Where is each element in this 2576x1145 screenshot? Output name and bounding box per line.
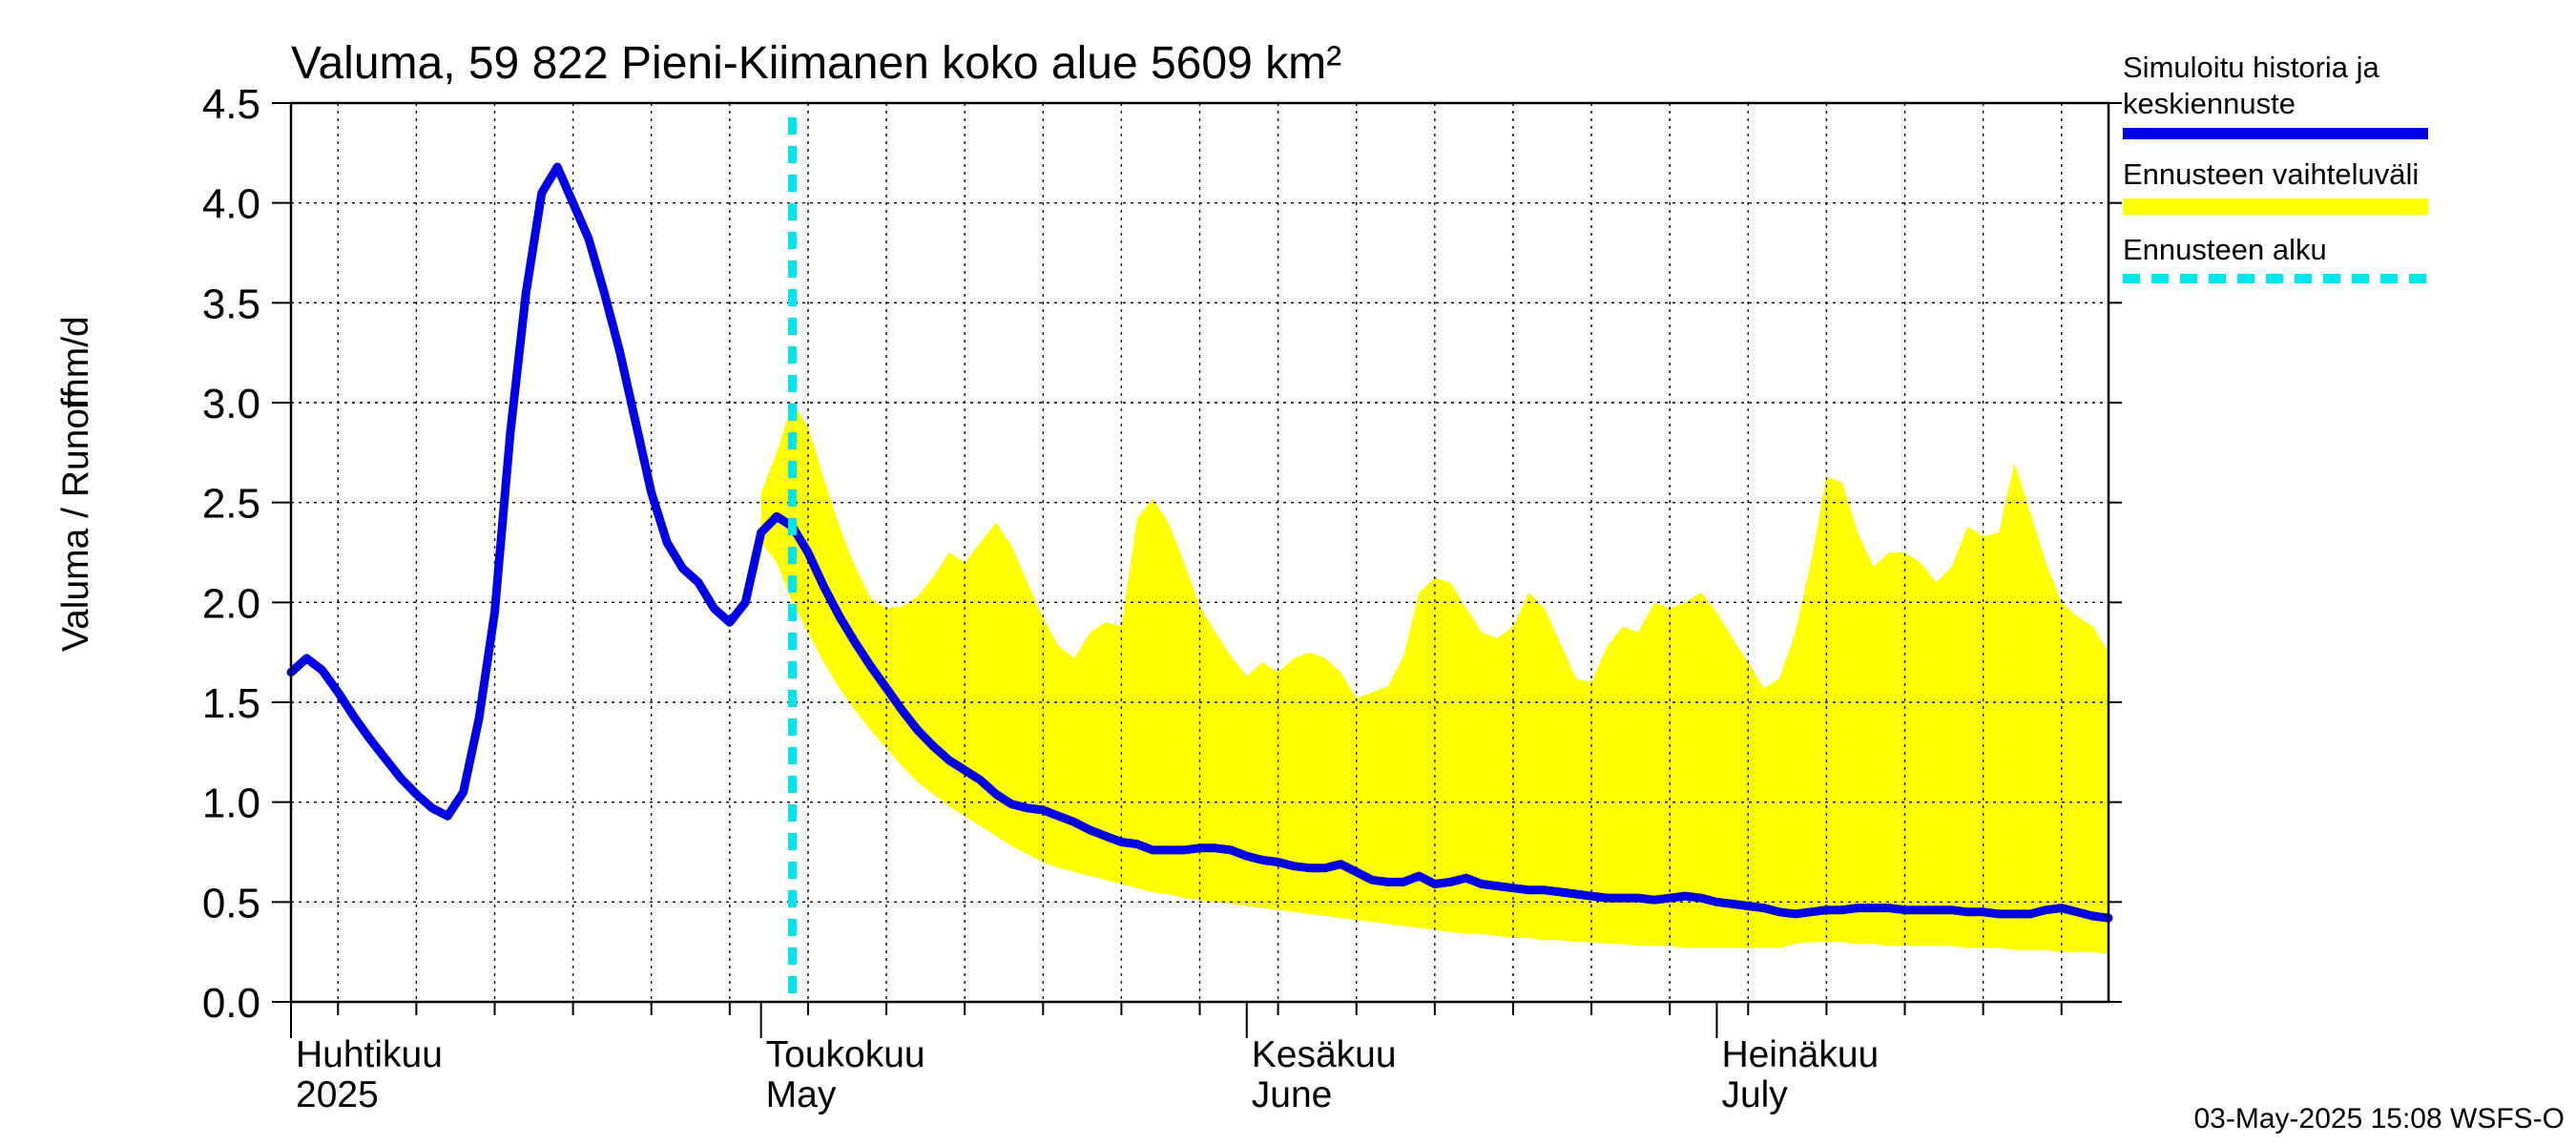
y-tick-label: 2.5	[202, 481, 260, 528]
axes: 0.0 0.5 1.0 1.5 2.0 2.5 3.0 3.5 4.0 4.5 Huhtikuu20…	[202, 81, 2122, 1115]
x-month-label-fi: Kesäkuu	[1252, 1034, 1397, 1075]
legend-label-forecast-start: Ennusteen alku	[2123, 233, 2327, 266]
series-line-simulated	[286, 162, 2113, 923]
legend-item-simulated: Simuloitu historia ja keskiennuste	[2123, 50, 2571, 139]
x-month-label-fi: Toukokuu	[766, 1034, 925, 1075]
legend-label-simulated-2: keskiennuste	[2123, 87, 2296, 120]
legend-swatch-cyan-dashed	[2123, 274, 2428, 283]
x-month-label-en: July	[1721, 1074, 1788, 1115]
y-axis-label: Valuma / Runoff	[55, 388, 96, 652]
legend-swatch-yellow-band	[2123, 198, 2428, 215]
y-axis-unit: mm/d	[55, 316, 96, 409]
y-tick-label: 4.0	[202, 181, 260, 228]
y-tick-label: 0.5	[202, 880, 260, 926]
x-month-label-en: June	[1252, 1074, 1333, 1115]
timestamp-footer: 03-May-2025 15:08 WSFS-O	[2193, 1103, 2566, 1135]
legend: Simuloitu historia ja keskiennuste Ennus…	[2123, 50, 2571, 301]
x-month-label-en: 2025	[296, 1074, 379, 1115]
y-tick-label: 1.5	[202, 680, 260, 727]
x-month-label-fi: Heinäkuu	[1721, 1034, 1879, 1075]
x-month-label-en: May	[766, 1074, 837, 1115]
y-tick-label: 1.0	[202, 781, 260, 827]
legend-label-simulated-1: Simuloitu historia ja	[2123, 51, 2379, 84]
grid	[291, 103, 2109, 1002]
y-tick-label: 0.0	[202, 980, 260, 1027]
plot-frame	[289, 101, 2110, 1004]
y-tick-label: 3.5	[202, 281, 260, 327]
x-month-label-fi: Huhtikuu	[296, 1034, 443, 1075]
simulated-history-line	[286, 162, 2113, 923]
y-tick-label: 2.0	[202, 580, 260, 627]
legend-item-range: Ennusteen vaihteluväli	[2123, 156, 2571, 215]
y-tick-label: 3.0	[202, 381, 260, 427]
chart-title: Valuma, 59 822 Pieni-Kiimanen koko alue …	[291, 38, 1341, 89]
legend-item-forecast-start: Ennusteen alku	[2123, 232, 2571, 283]
legend-label-range: Ennusteen vaihteluväli	[2123, 157, 2420, 191]
legend-swatch-blue-line	[2123, 128, 2428, 139]
y-tick-label: 4.5	[202, 81, 260, 128]
